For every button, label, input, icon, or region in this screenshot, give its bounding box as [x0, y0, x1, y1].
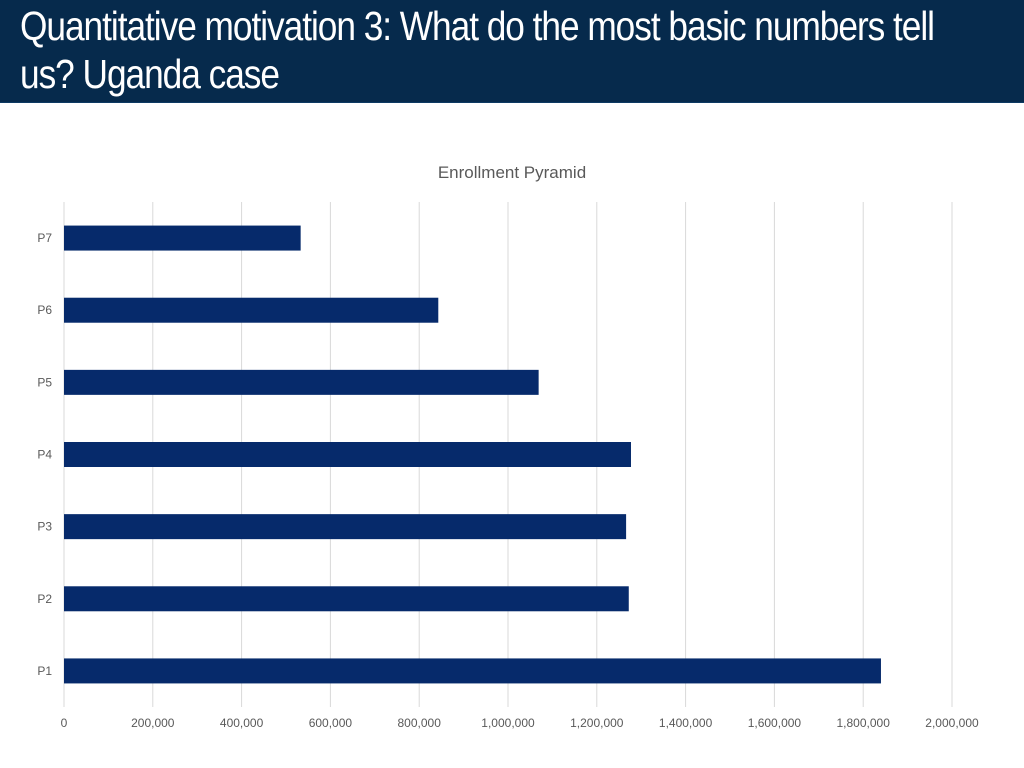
- category-label-p1: P1: [37, 664, 52, 678]
- category-label-p7: P7: [37, 231, 52, 245]
- category-label-p3: P3: [37, 520, 52, 534]
- slide-title: Quantitative motivation 3: What do the m…: [20, 3, 935, 97]
- bar-p3: [64, 514, 627, 540]
- x-tick-label: 0: [61, 716, 68, 730]
- category-labels: P1 P2 P3 P4 P5 P6 P7: [37, 231, 52, 678]
- bar-p6: [64, 297, 439, 323]
- bar-series: [64, 225, 881, 684]
- category-label-p6: P6: [37, 303, 52, 317]
- chart-area: Enrollment Pyramid P1 P2 P3 P4 P5 P6 P7 0 200,0…: [0, 140, 1024, 760]
- x-tick-label: 2,000,000: [925, 716, 979, 730]
- x-tick-label: 1,600,000: [748, 716, 802, 730]
- bar-p7: [64, 225, 301, 251]
- x-tick-label: 400,000: [220, 716, 264, 730]
- category-label-p5: P5: [37, 375, 52, 389]
- category-label-p2: P2: [37, 592, 52, 606]
- x-tick-label: 1,400,000: [659, 716, 713, 730]
- category-label-p4: P4: [37, 448, 52, 462]
- x-tick-label: 800,000: [398, 716, 442, 730]
- bar-p5: [64, 369, 539, 395]
- x-tick-label: 1,000,000: [481, 716, 535, 730]
- slide-header: Quantitative motivation 3: What do the m…: [0, 0, 1024, 103]
- x-tick-labels: 0 200,000 400,000 600,000 800,000 1,000,000 1,…: [61, 716, 979, 730]
- chart-title: Enrollment Pyramid: [438, 163, 586, 182]
- x-tick-label: 1,200,000: [570, 716, 624, 730]
- bar-p4: [64, 442, 631, 467]
- x-tick-label: 600,000: [309, 716, 353, 730]
- enrollment-pyramid-chart: Enrollment Pyramid P1 P2 P3 P4 P5 P6 P7 0 200,0…: [37, 163, 979, 730]
- bar-p2: [64, 586, 629, 612]
- bar-p1: [64, 658, 881, 684]
- x-tick-label: 1,800,000: [837, 716, 891, 730]
- x-tick-label: 200,000: [131, 716, 175, 730]
